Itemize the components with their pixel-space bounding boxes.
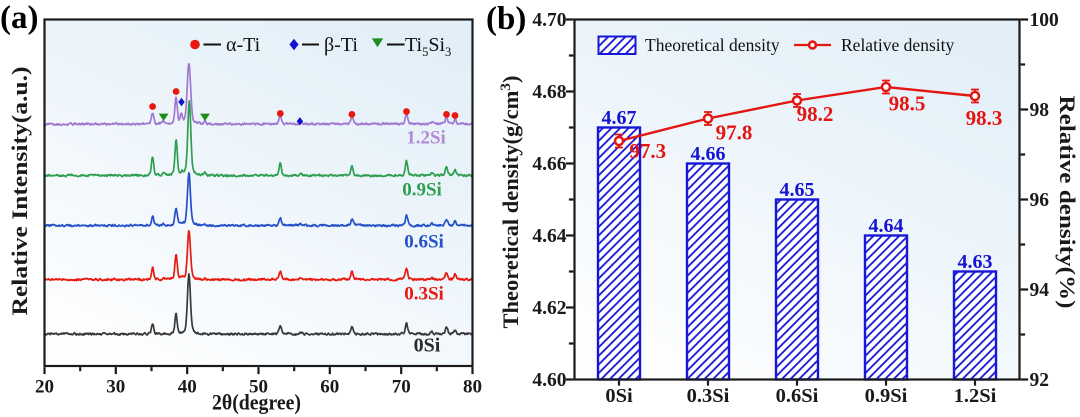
- svg-text:80: 80: [463, 376, 482, 397]
- svg-text:98: 98: [1030, 100, 1050, 121]
- svg-text:0Si: 0Si: [414, 335, 441, 357]
- svg-text:Theoretical density(g/cm3): Theoretical density(g/cm3): [498, 76, 523, 329]
- svg-text:0.3Si: 0.3Si: [687, 385, 730, 407]
- svg-text:Relative density(%): Relative density(%): [1055, 96, 1080, 309]
- svg-text:α-Ti: α-Ti: [226, 34, 261, 56]
- svg-text:(a): (a): [0, 0, 38, 36]
- svg-text:β-Ti: β-Ti: [324, 34, 358, 56]
- svg-text:40: 40: [178, 376, 197, 397]
- svg-text:0Si: 0Si: [605, 385, 633, 407]
- svg-text:98.3: 98.3: [966, 106, 1003, 130]
- svg-text:0.6Si: 0.6Si: [404, 232, 444, 253]
- svg-text:0.9Si: 0.9Si: [865, 385, 908, 407]
- svg-text:0.9Si: 0.9Si: [402, 180, 442, 201]
- svg-text:1.2Si: 1.2Si: [406, 128, 446, 149]
- svg-text:20: 20: [35, 376, 54, 397]
- svg-text:2θ(degree): 2θ(degree): [212, 390, 301, 415]
- svg-text:96: 96: [1030, 190, 1050, 211]
- svg-text:70: 70: [392, 376, 411, 397]
- svg-text:Theoretical density: Theoretical density: [645, 35, 780, 55]
- svg-text:94: 94: [1030, 280, 1050, 301]
- svg-text:4.70: 4.70: [532, 10, 566, 31]
- svg-text:4.65: 4.65: [780, 179, 815, 201]
- svg-text:Relative Intensity(a.u.): Relative Intensity(a.u.): [7, 67, 32, 316]
- svg-text:1.2Si: 1.2Si: [954, 385, 997, 407]
- svg-text:4.66: 4.66: [691, 143, 726, 165]
- svg-text:98.2: 98.2: [797, 102, 834, 126]
- svg-text:4.60: 4.60: [532, 370, 566, 391]
- svg-text:50: 50: [249, 376, 268, 397]
- svg-text:Ti5Si3: Ti5Si3: [405, 34, 451, 59]
- svg-text:(b): (b): [486, 1, 526, 37]
- svg-text:30: 30: [106, 376, 125, 397]
- svg-text:4.63: 4.63: [958, 251, 993, 273]
- svg-text:97.3: 97.3: [629, 139, 666, 163]
- svg-text:4.64: 4.64: [869, 215, 904, 237]
- svg-text:92: 92: [1030, 370, 1050, 391]
- svg-text:4.68: 4.68: [532, 82, 566, 103]
- svg-text:4.67: 4.67: [602, 107, 637, 129]
- svg-text:4.62: 4.62: [532, 298, 566, 319]
- svg-text:0.3Si: 0.3Si: [404, 284, 444, 305]
- svg-text:97.8: 97.8: [716, 121, 753, 145]
- svg-text:98.5: 98.5: [889, 92, 926, 116]
- svg-text:Relative density: Relative density: [841, 35, 954, 55]
- svg-text:4.66: 4.66: [532, 154, 566, 175]
- svg-text:60: 60: [320, 376, 339, 397]
- svg-text:4.64: 4.64: [532, 226, 566, 247]
- svg-text:0.6Si: 0.6Si: [776, 385, 819, 407]
- svg-text:100: 100: [1030, 10, 1059, 31]
